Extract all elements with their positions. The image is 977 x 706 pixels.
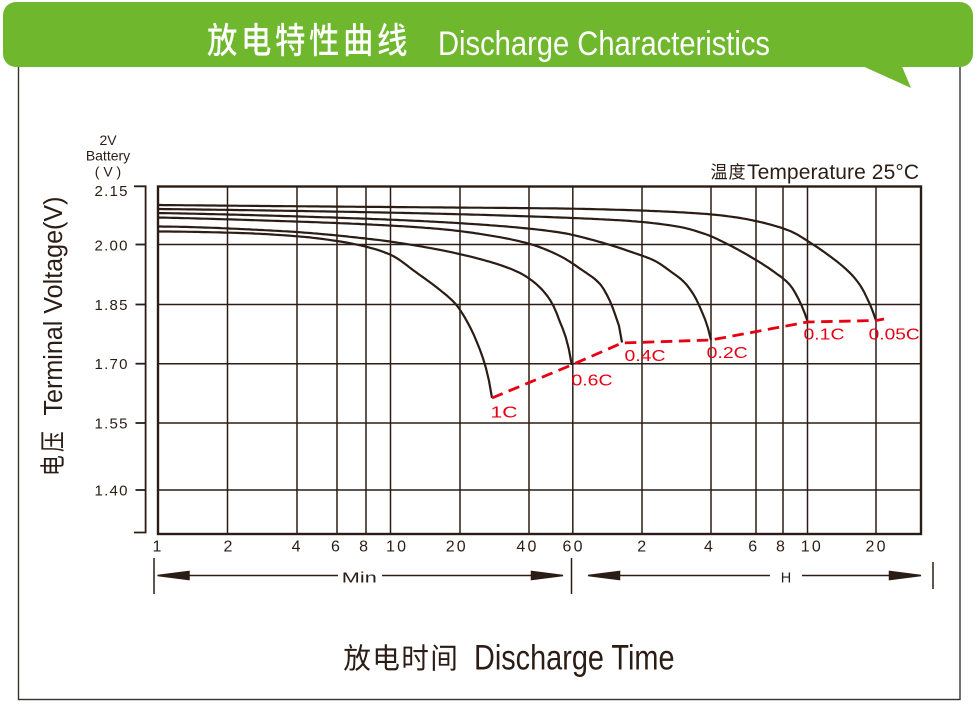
svg-text:8: 8 (776, 539, 785, 556)
svg-text:1.55: 1.55 (95, 416, 128, 433)
svg-text:1.70: 1.70 (95, 356, 128, 373)
svg-text:Discharge Time: Discharge Time (474, 639, 675, 678)
svg-text:Temperature 25°C: Temperature 25°C (747, 161, 919, 184)
svg-text:0.2C: 0.2C (707, 345, 748, 362)
svg-text:Discharge Characteristics: Discharge Characteristics (438, 25, 770, 63)
svg-text:6: 6 (331, 539, 340, 556)
svg-text:2.00: 2.00 (95, 238, 128, 255)
svg-text:0.4C: 0.4C (625, 348, 666, 365)
svg-text:4: 4 (292, 539, 301, 556)
svg-text:( V ): ( V ) (95, 164, 121, 180)
svg-text:Battery: Battery (86, 147, 130, 163)
svg-text:4: 4 (704, 539, 713, 556)
svg-text:2: 2 (224, 539, 233, 556)
svg-text:2V: 2V (99, 132, 117, 148)
svg-text:2: 2 (637, 539, 646, 556)
svg-text:H: H (781, 571, 791, 587)
svg-text:1C: 1C (491, 404, 518, 421)
svg-text:0.05C: 0.05C (869, 326, 920, 343)
svg-text:Min: Min (342, 571, 377, 587)
svg-text:6: 6 (748, 539, 757, 556)
svg-text:1.40: 1.40 (95, 482, 128, 499)
svg-text:1.85: 1.85 (95, 297, 128, 314)
svg-text:0.6C: 0.6C (572, 372, 613, 389)
svg-text:8: 8 (359, 539, 368, 556)
svg-text:Terminal Voltage(V): Terminal Voltage(V) (40, 197, 68, 416)
svg-text:1: 1 (152, 539, 161, 556)
svg-text:2.15: 2.15 (95, 183, 128, 200)
svg-text:0.1C: 0.1C (804, 326, 845, 343)
